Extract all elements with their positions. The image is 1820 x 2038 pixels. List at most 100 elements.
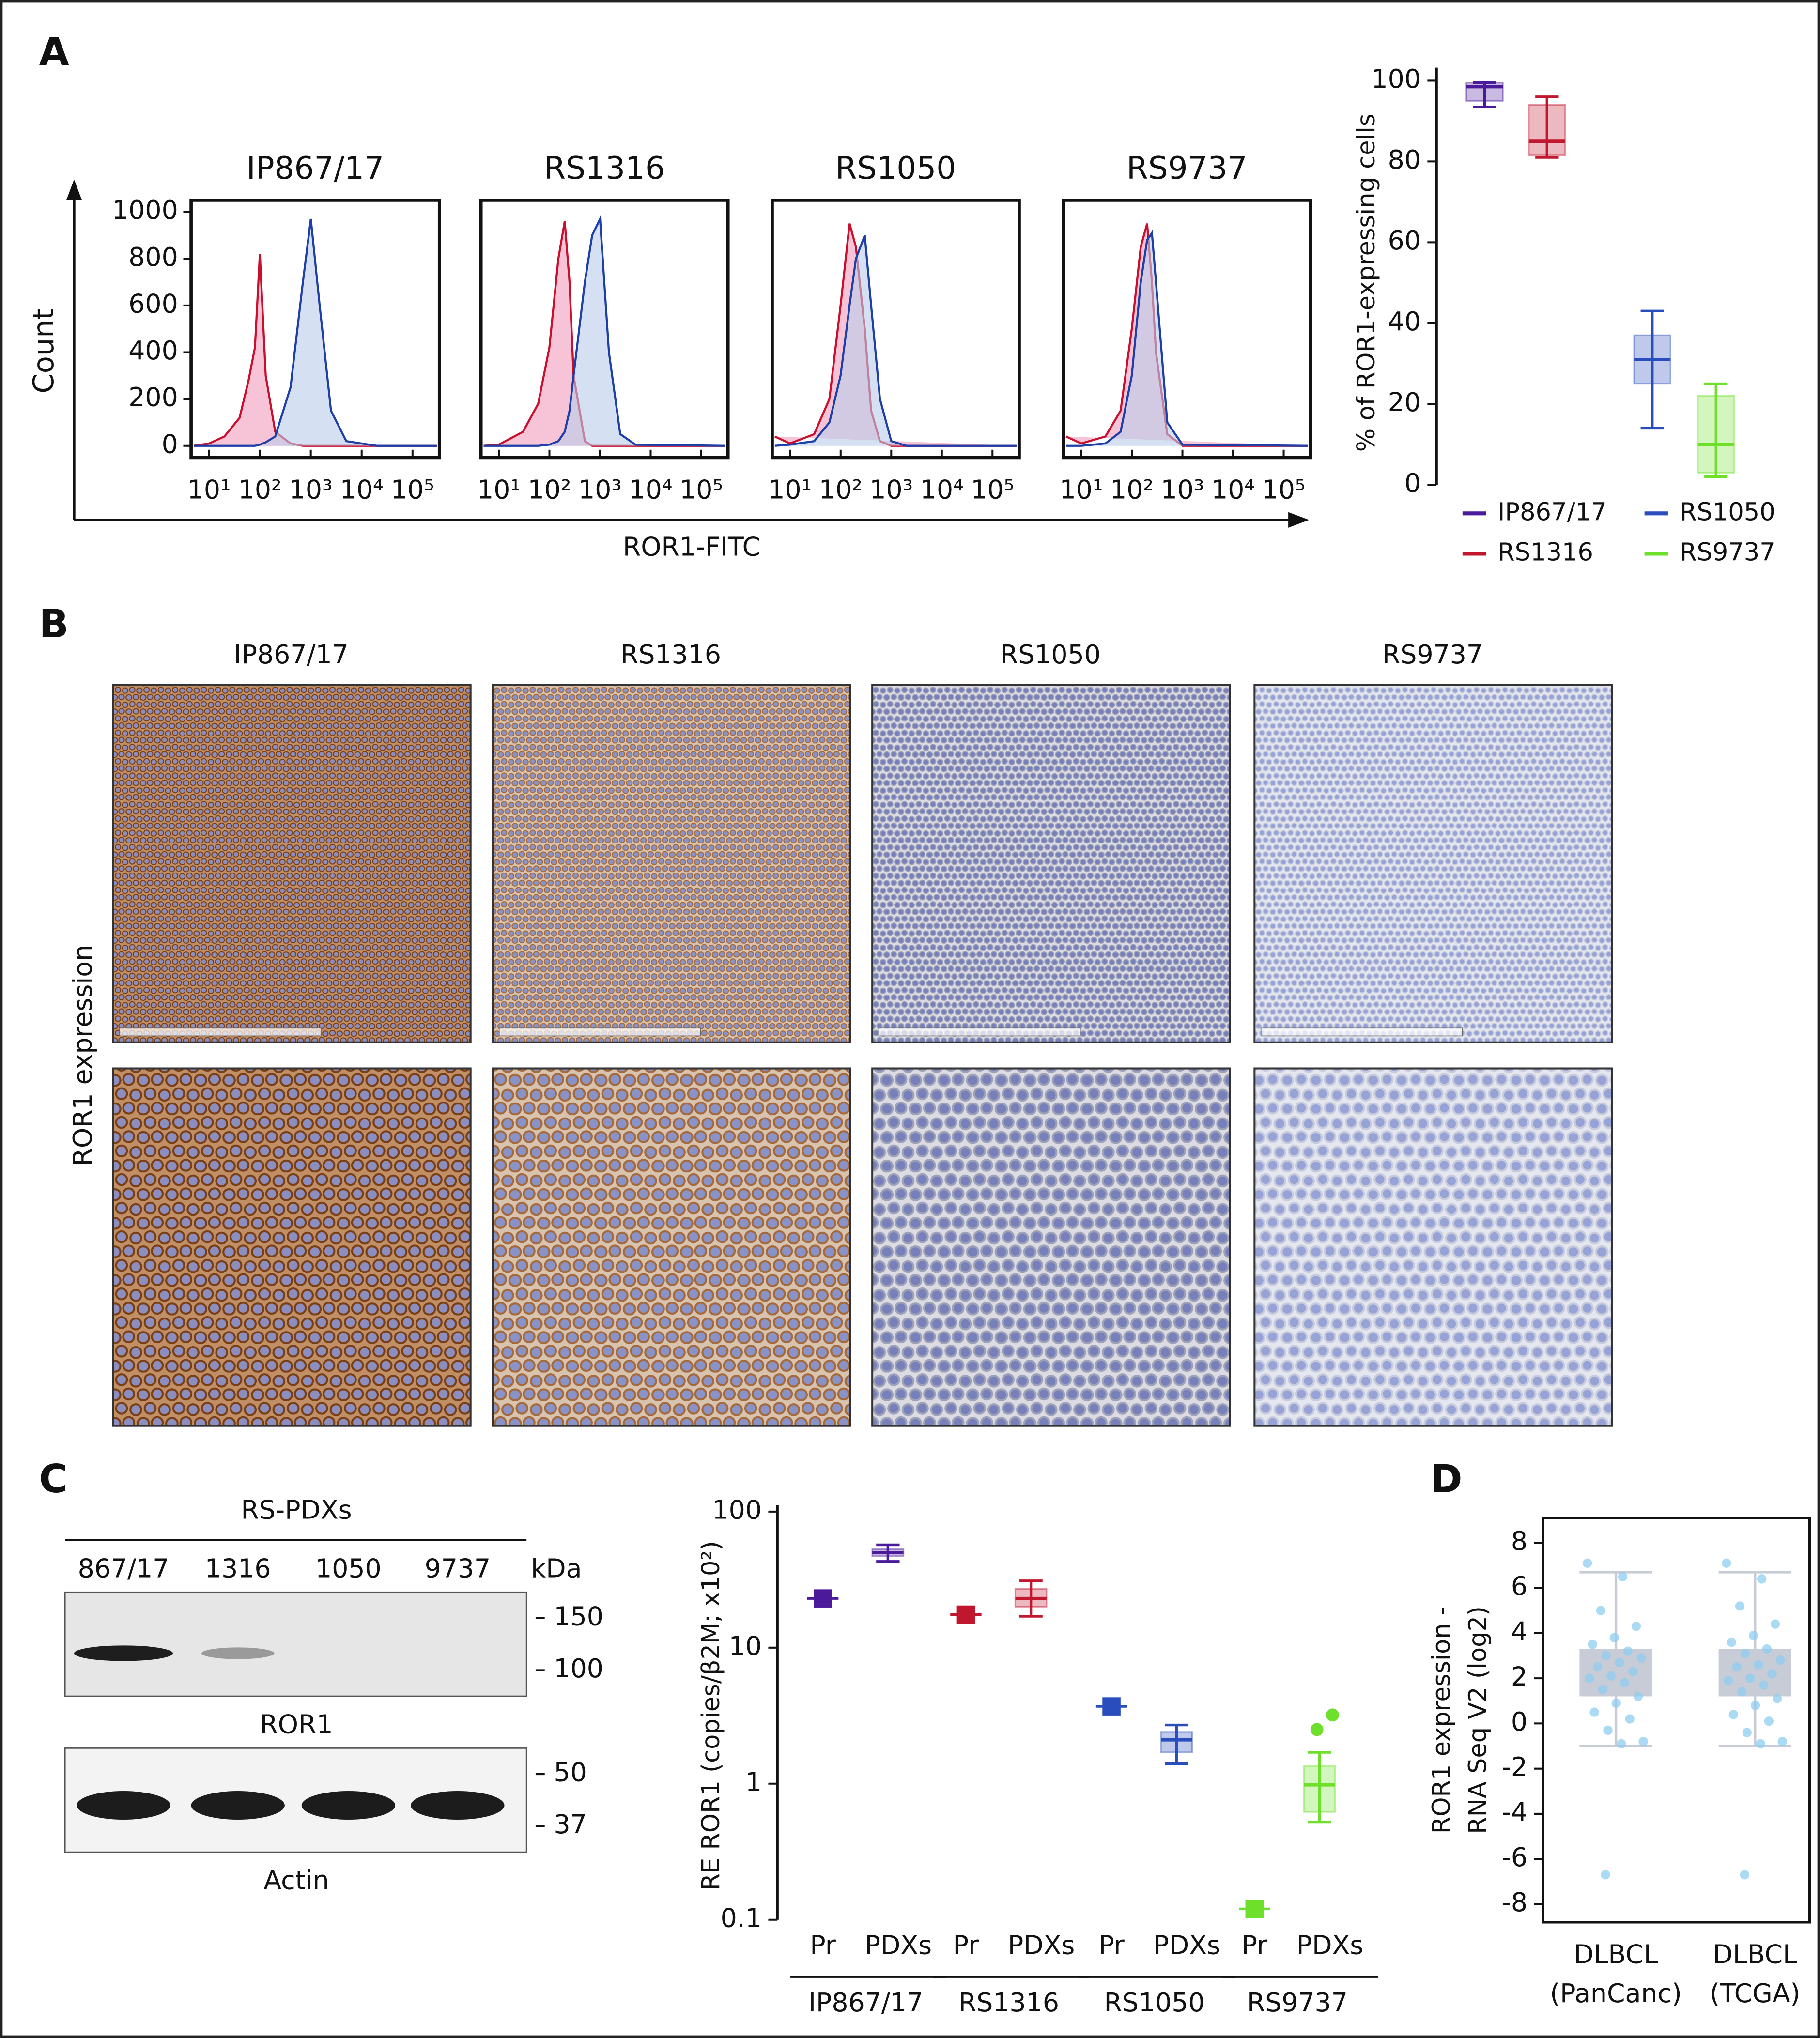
x-tick-label: 10³ — [289, 474, 333, 505]
flow-y-label: Count — [27, 308, 60, 393]
box — [1528, 104, 1566, 156]
outlier — [1310, 1723, 1324, 1736]
lane-label: 9737 — [425, 1553, 491, 1583]
arrow-head — [66, 179, 82, 200]
data-point — [1628, 1667, 1638, 1676]
group-label: RS1050 — [1104, 1987, 1205, 2018]
group-label: RS1316 — [958, 1987, 1059, 2018]
x-tick-label: 10⁴ — [1211, 474, 1255, 505]
legend-label: IP867/17 — [1497, 498, 1606, 526]
sub-label: PDXs — [1008, 1930, 1075, 1961]
x-tick-label: 10⁴ — [340, 474, 384, 505]
y-tick-label: 0 — [1404, 468, 1421, 498]
data-point — [1756, 1739, 1765, 1749]
x-tick-label: (TCGA) — [1710, 1978, 1800, 2008]
blot-label: Actin — [263, 1865, 329, 1896]
data-point — [1759, 1680, 1769, 1690]
y-tick-label: -2 — [1502, 1751, 1528, 1782]
data-point — [1722, 1558, 1731, 1568]
y-tick-label: 200 — [128, 382, 178, 413]
y-tick-label: 2 — [1511, 1661, 1527, 1692]
x-tick-label: 10¹ — [1060, 474, 1103, 505]
data-point — [1631, 1622, 1641, 1631]
data-point — [1617, 1739, 1626, 1749]
y-tick-label: 100 — [712, 1494, 762, 1525]
y-label: % of ROR1-expressing cells — [1352, 113, 1381, 452]
x-tick-label: 10³ — [869, 474, 913, 505]
y-tick-label: 800 — [128, 242, 178, 272]
data-point — [1770, 1619, 1780, 1629]
data-point — [1737, 1687, 1747, 1697]
y-tick-label: 400 — [128, 335, 178, 366]
x-tick-label: (PanCanc) — [1550, 1978, 1682, 2008]
data-point — [1767, 1669, 1777, 1679]
x-tick-label: DLBCL — [1713, 1939, 1798, 1970]
y-tick-label: -8 — [1502, 1887, 1528, 1917]
flow-x-label: ROR1-FITC — [623, 531, 760, 562]
y-tick-label: 1 — [745, 1766, 762, 1797]
data-point — [1764, 1716, 1774, 1726]
x-tick-label: 10² — [819, 474, 863, 505]
x-tick-label: 10³ — [1161, 474, 1204, 505]
x-tick-label: 10³ — [578, 474, 622, 505]
data-point — [1623, 1646, 1633, 1656]
data-point — [1777, 1737, 1787, 1747]
y-tick-label: -4 — [1502, 1797, 1528, 1827]
data-point — [1754, 1660, 1763, 1670]
panel-label: B — [39, 601, 69, 646]
data-point — [1775, 1655, 1785, 1665]
y-tick-label: 80 — [1388, 144, 1421, 175]
data-point — [1762, 1644, 1772, 1654]
sub-label: PDXs — [1296, 1930, 1363, 1961]
y-tick-label: 100 — [1371, 63, 1420, 94]
y-label: ROR1 expression - — [1428, 1607, 1456, 1834]
data-point — [1735, 1601, 1745, 1611]
plot-frame — [1542, 1517, 1811, 1924]
x-tick-label: 10¹ — [768, 474, 812, 505]
data-point — [1636, 1653, 1646, 1663]
y-tick-label: 8 — [1511, 1526, 1527, 1556]
data-point — [1598, 1685, 1608, 1695]
legend-label: RS1316 — [1497, 538, 1593, 567]
histogram-curve — [483, 215, 725, 447]
ihc-column-label: IP867/17 — [234, 639, 349, 670]
data-point — [1611, 1698, 1621, 1708]
primary-point — [1245, 1900, 1264, 1918]
marker-label: 100 — [554, 1653, 603, 1684]
sub-label: Pr — [953, 1930, 979, 1961]
y-tick-label: 10 — [729, 1630, 762, 1661]
ihc-column-label: RS9737 — [1382, 639, 1483, 670]
band — [201, 1647, 275, 1659]
ihc-image — [112, 1067, 472, 1427]
band — [74, 1645, 173, 1661]
data-point — [1727, 1637, 1737, 1647]
data-point — [1740, 1870, 1749, 1880]
primary-point — [814, 1589, 832, 1608]
primary-point — [956, 1605, 975, 1624]
histogram-curve — [193, 218, 437, 447]
blot — [64, 1591, 527, 1697]
y-label: RE ROR1 (copies/β2M; x10²) — [697, 1541, 725, 1890]
band — [191, 1791, 285, 1820]
data-point — [1589, 1707, 1599, 1717]
ihc-image — [871, 1067, 1231, 1427]
x-tick-label: 10⁵ — [1262, 474, 1306, 505]
y-tick-label: 0.1 — [721, 1902, 762, 1933]
lane-label: 867/17 — [78, 1553, 170, 1583]
band — [77, 1791, 170, 1820]
box — [1160, 1731, 1193, 1753]
y-tick-label: 1000 — [112, 195, 178, 225]
data-point — [1772, 1694, 1782, 1703]
sub-label: Pr — [1098, 1930, 1125, 1961]
ihc-image — [112, 684, 472, 1043]
ihc-row-label: ROR1 expression — [67, 945, 98, 1166]
scale-bar — [1260, 1027, 1463, 1037]
sub-label: PDXs — [1154, 1930, 1220, 1961]
panel-label: C — [39, 1456, 68, 1502]
ihc-column-label: RS1050 — [1000, 639, 1101, 670]
data-point — [1603, 1725, 1613, 1735]
x-tick-label: 10⁵ — [679, 474, 723, 505]
marker-label: 37 — [554, 1809, 587, 1839]
